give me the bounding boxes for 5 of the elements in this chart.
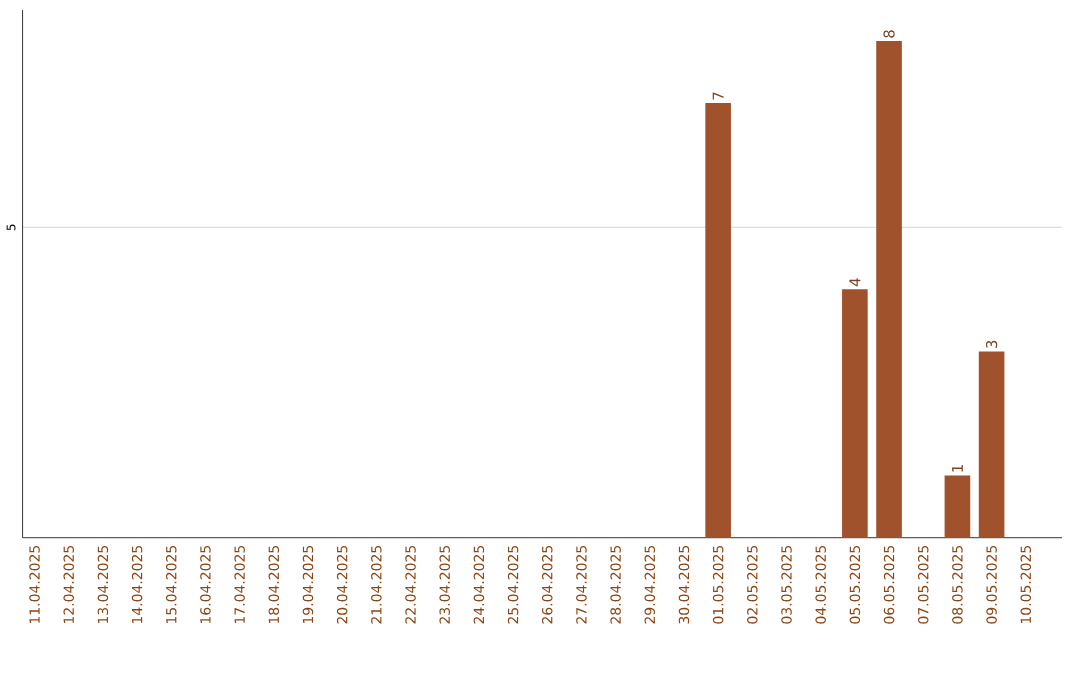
bar xyxy=(978,351,1005,538)
bar xyxy=(705,103,731,538)
bar xyxy=(876,41,902,538)
bar xyxy=(944,475,971,538)
bar xyxy=(842,289,868,538)
